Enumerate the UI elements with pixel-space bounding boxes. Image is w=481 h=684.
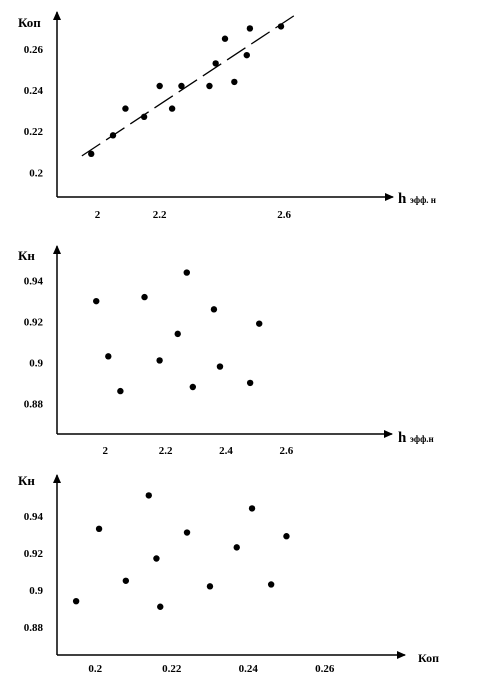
data-point	[105, 353, 112, 360]
data-point	[156, 82, 163, 90]
chart-1: Коп h эфф. н 2 2.2 2.6 0.2 0.22 0.24 0.26	[18, 11, 436, 221]
y-tick-label: 0.22	[24, 126, 44, 138]
chart-1-y-label: Коп	[18, 15, 41, 30]
y-tick-label: 0.88	[24, 398, 44, 410]
chart-3-marks: 0.2 0.22 0.24 0.26 0.88 0.9 0.92 0.94	[24, 492, 335, 675]
data-point	[174, 330, 181, 338]
chart-2: Кн h эфф.н 2 2.2 2.4 2.6 0.88 0.9 0.92 0.94	[18, 245, 434, 457]
y-tick-label: 0.26	[24, 44, 44, 56]
x-tick-label: 0.2	[88, 663, 102, 675]
data-point	[283, 533, 290, 540]
x-tick-label: 0.22	[162, 663, 182, 675]
data-point	[206, 82, 213, 90]
data-point	[248, 505, 256, 512]
x-tick-label: 0.24	[239, 663, 259, 675]
data-point	[178, 82, 185, 90]
data-point	[206, 583, 214, 590]
data-point	[221, 35, 229, 42]
data-point	[267, 581, 275, 588]
data-point	[243, 51, 250, 59]
chart-1-marks: 2 2.2 2.6 0.2 0.22 0.24 0.26	[24, 11, 301, 221]
data-point	[122, 577, 130, 584]
x-tick-label: 0.26	[315, 663, 335, 675]
x-tick-label: 2.2	[153, 209, 167, 221]
chart-2-y-label: Кн	[18, 248, 35, 263]
chart-2-x-label-sub: эфф.н	[410, 434, 434, 444]
y-tick-label: 0.94	[24, 511, 44, 523]
data-point	[93, 297, 100, 305]
x-tick-label: 2	[95, 209, 101, 221]
y-tick-label: 0.92	[24, 317, 44, 329]
data-point	[277, 23, 285, 30]
chart-3-x-label: Коп	[418, 651, 439, 665]
data-point	[141, 293, 148, 301]
data-point	[231, 78, 238, 86]
data-point	[157, 603, 164, 610]
y-tick-label: 0.92	[24, 548, 44, 560]
data-point	[189, 383, 197, 391]
data-point	[72, 597, 80, 605]
data-point	[183, 529, 191, 536]
chart-1-x-label-sub: эфф. н	[410, 195, 436, 205]
data-point	[122, 105, 129, 112]
data-point	[183, 269, 190, 276]
x-tick-label: 2.6	[277, 209, 291, 221]
data-point	[145, 492, 152, 499]
y-tick-label: 0.88	[24, 622, 44, 634]
data-point	[246, 25, 254, 32]
data-point	[140, 113, 148, 121]
y-tick-label: 0.94	[24, 276, 44, 288]
data-point	[212, 60, 219, 67]
data-point	[233, 544, 240, 551]
chart-2-marks: 2 2.2 2.4 2.6 0.88 0.9 0.92 0.94	[24, 269, 294, 457]
y-tick-label: 0.24	[24, 85, 44, 97]
chart-3: Кн Коп 0.2 0.22 0.24 0.26 0.88 0.9 0.92 0.94	[18, 473, 439, 675]
data-point	[153, 555, 160, 562]
y-tick-label: 0.9	[29, 357, 43, 369]
x-tick-label: 2.2	[159, 445, 173, 457]
x-tick-label: 2.6	[279, 445, 293, 457]
trend-line	[81, 11, 301, 157]
x-tick-label: 2	[103, 445, 109, 457]
data-point	[95, 525, 103, 533]
x-tick-label: 2.4	[219, 445, 233, 457]
chart-3-y-label: Кн	[18, 473, 35, 488]
data-point	[156, 357, 163, 364]
chart-1-x-label: h	[398, 191, 407, 207]
data-point	[216, 363, 224, 370]
data-point	[88, 150, 95, 158]
chart-2-x-label: h	[398, 430, 407, 446]
data-point	[210, 306, 218, 313]
data-point	[168, 105, 176, 112]
y-tick-label: 0.9	[29, 585, 43, 597]
data-point	[256, 320, 263, 327]
data-point	[117, 387, 124, 395]
data-point	[109, 132, 117, 139]
y-tick-label: 0.2	[29, 167, 43, 179]
data-point	[246, 379, 254, 387]
